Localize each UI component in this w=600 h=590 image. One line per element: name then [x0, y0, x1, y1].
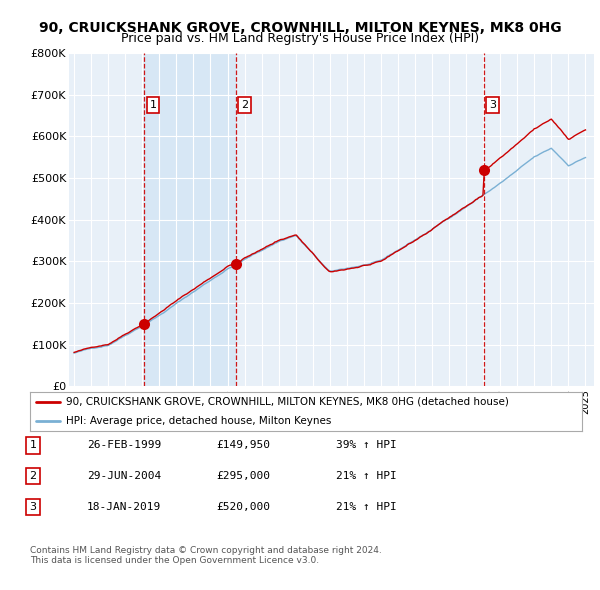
Text: £149,950: £149,950 — [216, 441, 270, 450]
Text: 18-JAN-2019: 18-JAN-2019 — [87, 502, 161, 512]
Text: 3: 3 — [489, 100, 496, 110]
Text: 1: 1 — [149, 100, 157, 110]
Text: 2: 2 — [241, 100, 248, 110]
Text: 2: 2 — [29, 471, 37, 481]
Text: 1: 1 — [29, 441, 37, 450]
Bar — [145, 53, 236, 386]
Text: Price paid vs. HM Land Registry's House Price Index (HPI): Price paid vs. HM Land Registry's House … — [121, 32, 479, 45]
Text: 39% ↑ HPI: 39% ↑ HPI — [336, 441, 397, 450]
Text: £520,000: £520,000 — [216, 502, 270, 512]
Text: 21% ↑ HPI: 21% ↑ HPI — [336, 471, 397, 481]
Text: £295,000: £295,000 — [216, 471, 270, 481]
Text: Contains HM Land Registry data © Crown copyright and database right 2024.
This d: Contains HM Land Registry data © Crown c… — [30, 546, 382, 565]
Text: 90, CRUICKSHANK GROVE, CROWNHILL, MILTON KEYNES, MK8 0HG (detached house): 90, CRUICKSHANK GROVE, CROWNHILL, MILTON… — [66, 397, 509, 407]
Text: 21% ↑ HPI: 21% ↑ HPI — [336, 502, 397, 512]
Text: 3: 3 — [29, 502, 37, 512]
Text: 90, CRUICKSHANK GROVE, CROWNHILL, MILTON KEYNES, MK8 0HG: 90, CRUICKSHANK GROVE, CROWNHILL, MILTON… — [38, 21, 562, 35]
Text: HPI: Average price, detached house, Milton Keynes: HPI: Average price, detached house, Milt… — [66, 416, 331, 426]
Text: 26-FEB-1999: 26-FEB-1999 — [87, 441, 161, 450]
Text: 29-JUN-2004: 29-JUN-2004 — [87, 471, 161, 481]
